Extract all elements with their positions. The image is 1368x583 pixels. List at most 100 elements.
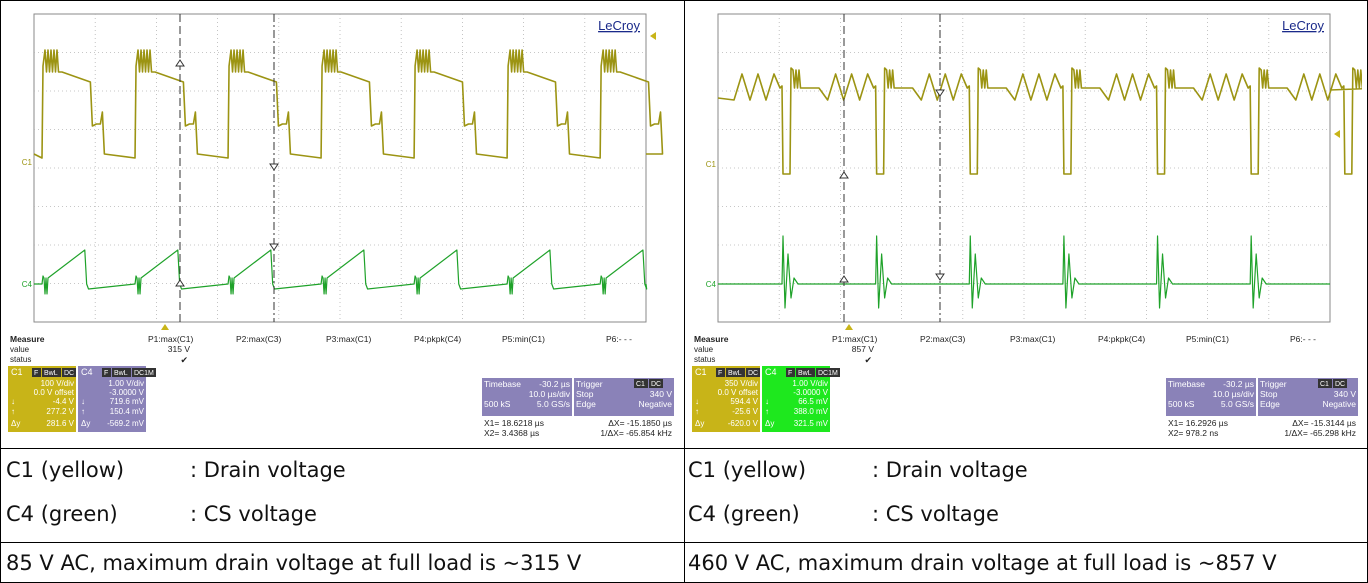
scope-cell-left — [0, 0, 684, 448]
lecroy-logo: LeCroy — [1282, 18, 1324, 33]
c1-box-down-arrow: ↓ — [11, 397, 15, 406]
c4-box-badge: BwL — [798, 370, 812, 377]
cursor-x2-readout: X2= 978.2 ns — [1168, 428, 1218, 438]
trigger-badge-bg — [1333, 379, 1347, 388]
c4-box-down-arrow: ↓ — [81, 397, 85, 406]
c4-box-vdiv: 1.00 V/div — [108, 379, 144, 388]
c4-box-up: 388.0 mV — [794, 407, 829, 416]
cursor-inv-readout: 1/ΔX= -65.854 kHz — [600, 428, 672, 438]
c4-ground-marker: C4 — [706, 280, 717, 289]
trigger-time-marker — [845, 324, 853, 330]
trigger-level: 340 V — [1334, 389, 1357, 399]
cursor-arrow — [269, 243, 279, 251]
c1-trace — [717, 67, 1362, 175]
measure-param-6: P6:- - - — [1290, 334, 1316, 344]
measure-param-3: P3:max(C1) — [326, 334, 372, 344]
trigger-type: Edge — [576, 399, 596, 409]
cursor-dx-readout: ΔX= -15.1850 µs — [608, 418, 672, 428]
c4-box-badge: DC1M — [134, 370, 154, 377]
measure-param-6: P6:- - - — [606, 334, 632, 344]
c1-box-offset: 0.0 V offset — [34, 388, 75, 397]
timebase-box — [1166, 378, 1256, 416]
cursor-arrow — [839, 171, 849, 179]
legend-c1-channel-right: C1 (yellow) — [688, 458, 807, 482]
c1-box-up-arrow: ↑ — [11, 407, 15, 416]
trigger-badge: C1 — [636, 381, 645, 388]
cursor-arrow — [175, 59, 185, 67]
c4-box-dy-label: Δy — [765, 419, 774, 428]
c1-box-badge: DC — [748, 370, 758, 377]
c4-box-label: C4 — [765, 367, 777, 377]
c4-box-up-arrow: ↑ — [81, 407, 85, 416]
c4-box-down-arrow: ↓ — [765, 397, 769, 406]
measure-param-1: P1:max(C1) — [832, 334, 878, 344]
timebase-rate: 5.0 GS/s — [537, 399, 570, 409]
trigger-type: Edge — [1260, 399, 1280, 409]
timebase-rate: 5.0 GS/s — [1221, 399, 1254, 409]
c4-box-dy: -569.2 mV — [107, 419, 145, 428]
c4-box-badge-bg — [132, 368, 156, 377]
trigger-time-marker — [161, 324, 169, 330]
c4-box-dy: 321.5 mV — [794, 419, 829, 428]
trigger-mode: Stop — [1260, 389, 1278, 399]
legend-c4-desc-right: : CS voltage — [872, 502, 999, 526]
c1-box-label: C1 — [11, 367, 23, 377]
measure-param-5: P5:min(C1) — [1186, 334, 1229, 344]
cursor-inv-readout: 1/ΔX= -65.298 kHz — [1284, 428, 1356, 438]
caption-left: 85 V AC, maximum drain voltage at full l… — [6, 551, 582, 575]
trigger-badge-bg — [1318, 379, 1332, 388]
measure-p1-value: 857 V — [852, 344, 875, 354]
graticule-grid — [718, 14, 1330, 322]
cursor-x1-readout: X1= 16.2926 µs — [1168, 418, 1228, 428]
c1-box-dy-label: Δy — [11, 419, 20, 428]
c4-box-badge-bg — [112, 368, 131, 377]
cursor-arrow — [269, 163, 279, 171]
measure-param-4: P4:pkpk(C4) — [414, 334, 461, 344]
trigger-badge-bg — [634, 379, 648, 388]
cursor-arrow — [935, 89, 945, 97]
legend-c1-desc: : Drain voltage — [190, 458, 346, 482]
c4-trace — [718, 235, 1330, 309]
c1-box-dy: -620.0 V — [728, 419, 759, 428]
legend-c4-channel: C4 (green) — [6, 502, 118, 526]
measure-param-2: P2:max(C3) — [920, 334, 966, 344]
trigger-mode: Stop — [576, 389, 594, 399]
cursor-arrow — [935, 273, 945, 281]
c1-box-dy: 281.6 V — [46, 419, 74, 428]
c1-trace — [33, 49, 664, 159]
c4-box-badge-bg — [816, 368, 840, 377]
measure-param-1: P1:max(C1) — [148, 334, 194, 344]
legend-c4-channel-right: C4 (green) — [688, 502, 800, 526]
measure-header: Measure — [10, 334, 45, 344]
c4-box-offset: -3.0000 V — [109, 388, 144, 397]
c1-box-up: 277.2 V — [46, 407, 74, 416]
legend-cell-left — [0, 448, 684, 542]
c4-box-up: 150.4 mV — [110, 407, 145, 416]
timebase-label: Timebase — [1168, 379, 1205, 389]
c4-trace — [34, 249, 648, 295]
timebase-delay: -30.2 µs — [1223, 379, 1254, 389]
c4-box-offset: -3.0000 V — [793, 388, 828, 397]
c1-box-badge-bg — [726, 368, 745, 377]
timebase-tdiv: 10.0 µs/div — [529, 389, 571, 399]
c4-box-dy-label: Δy — [81, 419, 90, 428]
c1-ground-marker: C1 — [22, 158, 33, 167]
timebase-tdiv: 10.0 µs/div — [1213, 389, 1255, 399]
c1-box-label: C1 — [695, 367, 707, 377]
c4-box-vdiv: 1.00 V/div — [792, 379, 828, 388]
c1-box-up: -25.6 V — [732, 407, 758, 416]
c4-box-down: 66.5 mV — [798, 397, 828, 406]
c1-box-up-arrow: ↑ — [695, 407, 699, 416]
trigger-label: Trigger — [1260, 379, 1287, 389]
c1-box-vdiv: 350 V/div — [725, 379, 758, 388]
c1-box-badge-bg — [746, 368, 760, 377]
measure-p1-value: 315 V — [168, 344, 191, 354]
timebase-samples: 500 kS — [1168, 399, 1195, 409]
c1-box-badge-bg — [32, 368, 41, 377]
trigger-badge: DC — [651, 381, 661, 388]
cursor-arrow — [839, 275, 849, 283]
timebase-box — [482, 378, 572, 416]
